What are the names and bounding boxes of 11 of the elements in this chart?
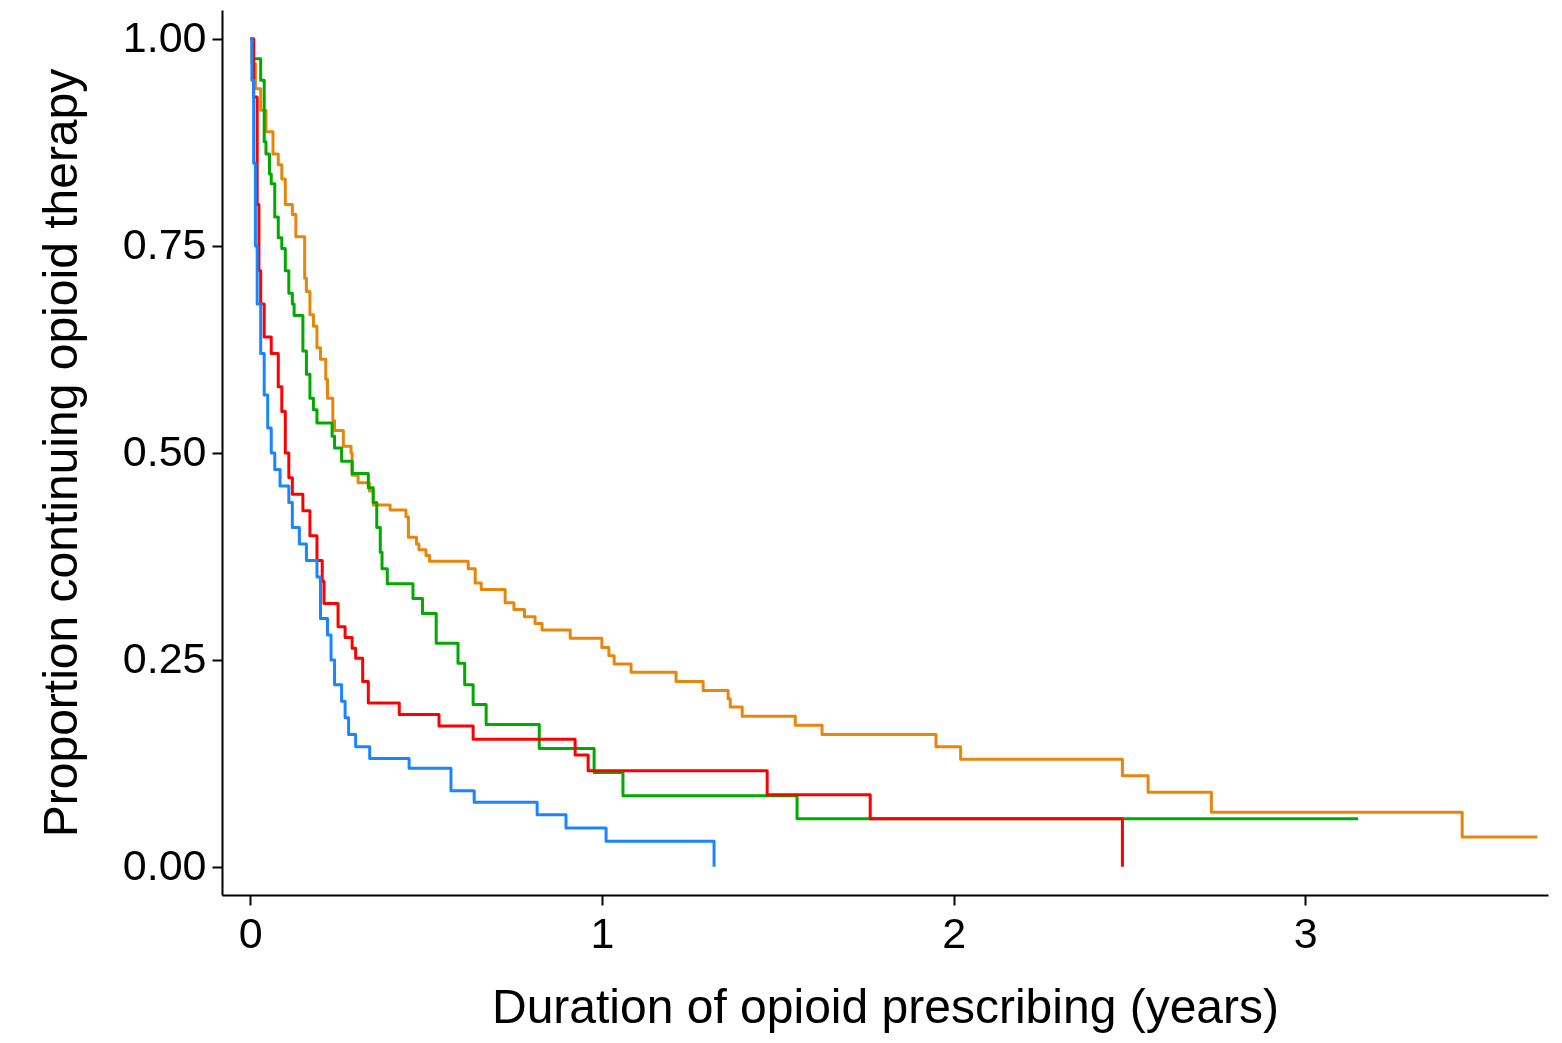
y-tick-label: 0.50 xyxy=(122,427,207,476)
x-tick-label: 2 xyxy=(942,908,967,957)
y-tick-label: 0.00 xyxy=(122,841,207,890)
y-axis-title: Proportion continuing opioid therapy xyxy=(33,68,87,838)
x-tick-label: 1 xyxy=(590,908,615,957)
y-tick-label: 0.75 xyxy=(122,220,207,269)
y-tick-label: 1.00 xyxy=(122,13,207,62)
x-axis-title: Duration of opioid prescribing (years) xyxy=(491,979,1280,1033)
x-tick-label: 3 xyxy=(1293,908,1318,957)
y-tick-label: 0.25 xyxy=(122,634,207,683)
x-tick-label: 0 xyxy=(238,908,263,957)
